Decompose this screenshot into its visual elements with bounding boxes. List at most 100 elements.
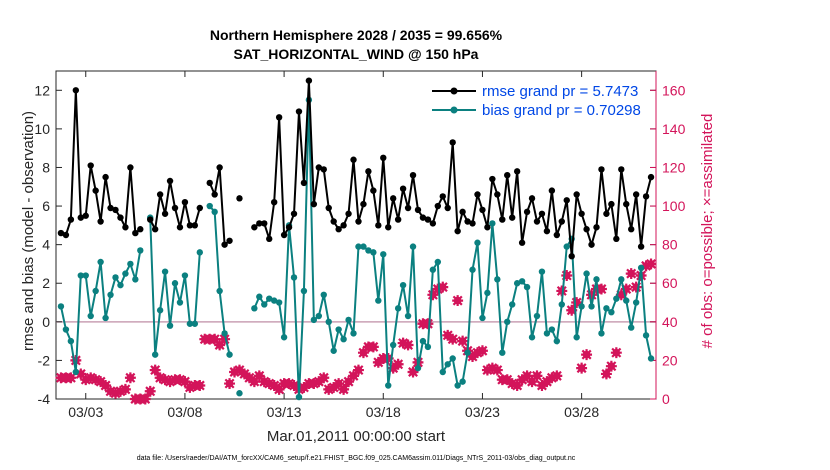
obs-assimilated-point: [90, 374, 102, 386]
bias-series-point: [618, 276, 625, 283]
legend-bias-marker: [450, 106, 458, 114]
rmse-series-point: [593, 224, 600, 231]
bias-series-point: [166, 322, 174, 329]
bias-series-point: [226, 351, 233, 358]
bias-series-point: [290, 274, 298, 281]
obs-assimilated-point: [248, 376, 260, 388]
rmse-series-point: [156, 191, 164, 198]
obs-assimilated-point: [556, 285, 568, 297]
obs-assimilated-point: [209, 333, 221, 345]
rmse-series-point: [360, 200, 367, 208]
rmse-series-point: [365, 168, 372, 175]
obs-assimilated-point: [511, 380, 523, 391]
obs-assimilated-point: [224, 378, 236, 390]
obs-assimilated-point: [119, 383, 131, 395]
rmse-series-point: [350, 156, 357, 163]
obs-assimilated-point: [615, 289, 627, 301]
obs-assimilated-point: [551, 370, 563, 382]
rmse-series-point: [404, 204, 412, 212]
rmse-series-point: [57, 229, 65, 237]
rmse-series-point: [97, 218, 104, 225]
bias-series-point: [156, 307, 164, 314]
bias-series-point: [543, 330, 551, 337]
bias-series-point: [112, 274, 119, 281]
bias-series-point: [221, 330, 228, 337]
y2-tick-label: 100: [662, 198, 686, 214]
bias-series-point: [350, 330, 357, 337]
obs-assimilated-point: [214, 339, 226, 351]
obs-assimilated-point: [184, 381, 196, 393]
y2-tick-label: 80: [662, 237, 678, 253]
obs-assimilated-point: [447, 333, 459, 345]
bias-series-point: [67, 337, 75, 345]
obs-assimilated-point: [139, 393, 151, 405]
obs-assimilated-point: [452, 295, 464, 307]
bias-series-point: [117, 281, 124, 289]
bias-series-point: [270, 297, 278, 304]
obs-assimilated-point: [80, 374, 92, 386]
bias-series-point: [216, 287, 223, 295]
legend: rmse grand pr = 5.7473 bias grand pr = 0.…: [432, 83, 641, 119]
plot-frame: [55, 70, 657, 400]
bias-series-point: [132, 276, 139, 283]
legend-rmse-marker: [450, 87, 458, 95]
bias-series-point: [494, 276, 501, 283]
obs-assimilated-point: [432, 283, 444, 295]
rmse-series-point: [370, 187, 377, 194]
rmse-series-point: [642, 193, 650, 200]
bias-series-point: [380, 251, 387, 258]
rmse-series-point: [464, 218, 471, 225]
obs-assimilated-point: [397, 337, 409, 349]
chart-title: Northern Hemisphere 2028 / 2035 = 99.656…: [210, 27, 503, 43]
rmse-series-point: [375, 222, 382, 229]
rmse-series-point: [325, 204, 332, 212]
obs-assimilated-point: [472, 347, 483, 359]
rmse-series-point: [414, 206, 422, 214]
bias-series-point: [489, 220, 496, 227]
rmse-series-point: [419, 214, 427, 221]
rmse-series-point: [628, 226, 635, 233]
obs-assimilated-point: [273, 383, 285, 395]
bias-series-point: [608, 308, 615, 316]
bias-series-point: [261, 301, 268, 308]
obs-assimilated-point: [85, 372, 97, 384]
obs-assimilated-point: [318, 372, 330, 384]
rmse-series-point: [345, 210, 352, 217]
obs-assimilated-point: [576, 362, 588, 374]
obs-assimilated-point: [288, 380, 300, 391]
rmse-series-point: [107, 204, 114, 212]
rmse-series-point: [409, 171, 417, 179]
rmse-series-point: [87, 162, 94, 169]
bias-series-point: [355, 243, 362, 250]
bias-series-point: [499, 349, 506, 356]
rmse-series-point: [439, 193, 446, 200]
bias-series-point: [191, 320, 199, 327]
bias-series-point: [558, 301, 565, 308]
rmse-series-point: [335, 226, 342, 233]
rmse-series-point: [618, 166, 625, 173]
bias-series-point: [82, 272, 89, 279]
obs-assimilated-point: [387, 362, 399, 374]
obs-assimilated-point: [283, 378, 295, 390]
obs-assimilated-point: [506, 378, 518, 390]
bias-series-point: [484, 289, 491, 297]
bias-series-point: [72, 368, 80, 376]
rmse-series-point: [280, 231, 288, 239]
obs-assimilated-point: [467, 351, 478, 363]
rmse-series-point: [176, 224, 184, 231]
obs-assimilated-point: [110, 387, 121, 399]
obs-assimilated-point: [645, 258, 657, 270]
bias-series-point: [593, 276, 600, 283]
rmse-series-point: [424, 216, 432, 223]
rmse-series-point: [112, 206, 119, 214]
obs-assimilated-point: [253, 370, 265, 382]
rmse-series-point: [62, 231, 70, 239]
rmse-series-point: [77, 214, 84, 221]
obs-assimilated-point: [595, 283, 607, 295]
obs-assimilated-point: [174, 374, 186, 386]
rmse-series-point: [513, 168, 521, 175]
obs-assimilated-point: [630, 281, 642, 293]
rmse-series-point: [523, 208, 531, 216]
y2-tick-label: 140: [662, 121, 686, 137]
rmse-series-point: [216, 164, 223, 171]
